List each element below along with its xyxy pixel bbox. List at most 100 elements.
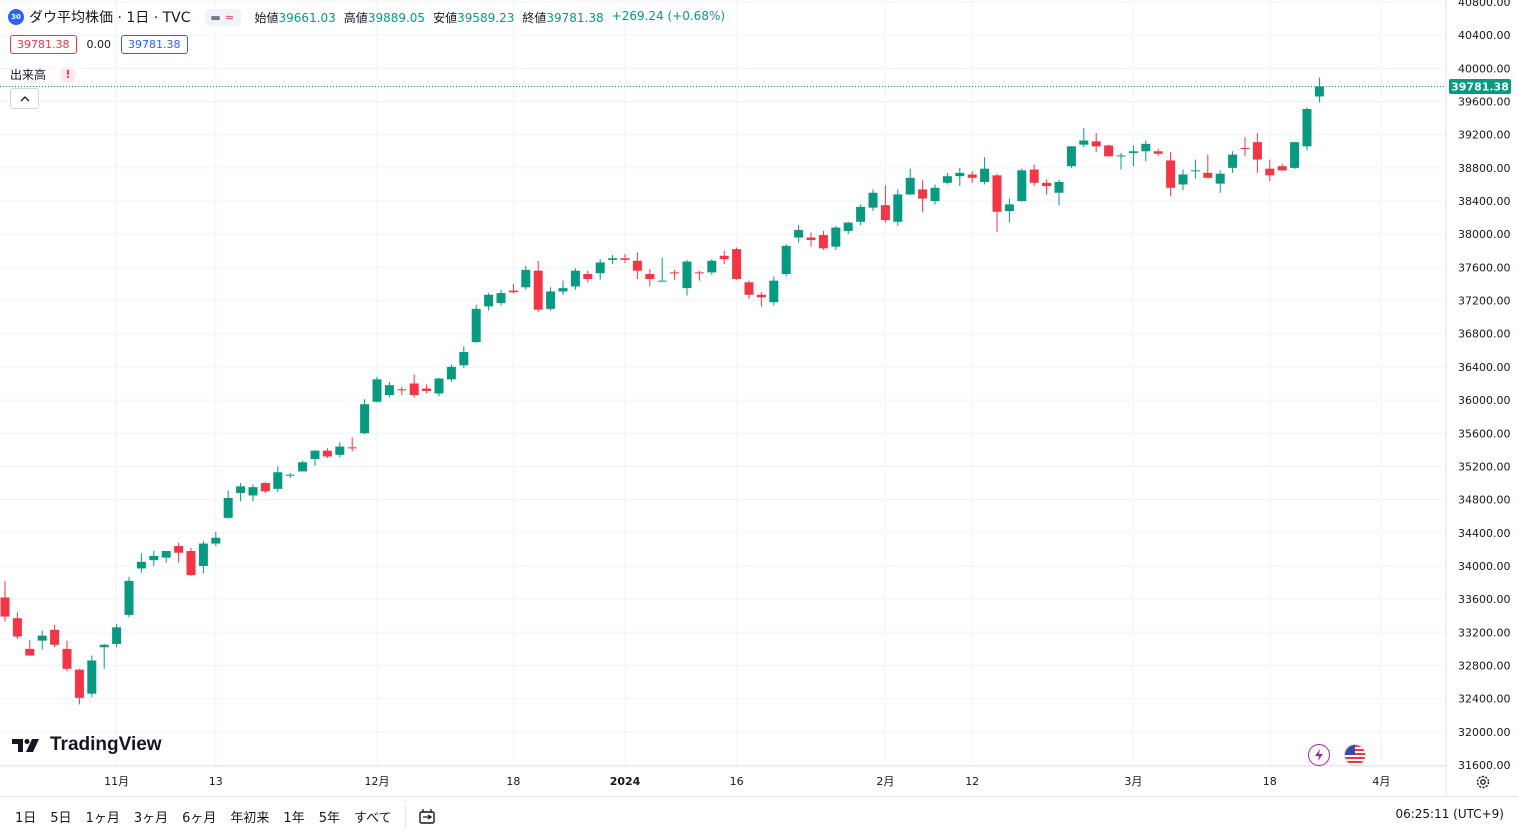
candle	[508, 283, 518, 294]
timeframe-ytd[interactable]: 年初来	[230, 811, 270, 826]
price-tick-label: 33200.00	[1458, 626, 1511, 639]
candle	[434, 377, 444, 396]
candle-body	[856, 206, 866, 222]
symbol-icon[interactable]: 30	[8, 9, 24, 25]
candle-body	[794, 230, 804, 238]
candle	[1252, 133, 1262, 173]
price-tick-label: 38800.00	[1458, 162, 1511, 175]
candle-body	[1252, 142, 1262, 160]
candle	[335, 442, 345, 458]
price-tick-label: 38400.00	[1458, 195, 1511, 208]
candle	[868, 189, 878, 211]
candle-body	[112, 627, 122, 644]
candle-body	[806, 237, 816, 241]
price-tick-label: 32800.00	[1458, 659, 1511, 672]
replay-icon[interactable]	[414, 804, 442, 830]
minus-icon[interactable]: ▬	[210, 10, 221, 24]
candle-body	[422, 388, 432, 391]
candle-body	[384, 385, 394, 396]
symbol-title[interactable]: ダウ平均株価 · 1日 · TVC	[29, 10, 191, 26]
timeframe-6m[interactable]: 6ヶ月	[182, 811, 217, 826]
time-tick-label: 13	[209, 775, 223, 788]
last-price-label: 39781.38	[1451, 80, 1509, 93]
candle-body	[893, 194, 903, 222]
volume-legend: 出来高 !	[10, 66, 77, 83]
chart-canvas[interactable]: 40800.00 40400.00 40000.00 39600.00 39200.00…	[0, 0, 1518, 796]
candle	[124, 576, 134, 618]
sell-button[interactable]: 39781.38	[10, 35, 77, 54]
gear-icon[interactable]	[1474, 773, 1492, 791]
candle	[781, 244, 791, 277]
timeframe-all[interactable]: すべて	[353, 811, 392, 826]
last-price-label-bg	[1449, 78, 1511, 94]
price-tick-label: 32000.00	[1458, 726, 1511, 739]
candle-body	[967, 174, 977, 178]
candle-body	[942, 176, 952, 183]
candle	[719, 250, 729, 265]
candle-body	[1079, 140, 1089, 145]
candle	[521, 265, 531, 290]
candle	[99, 643, 109, 669]
buy-button[interactable]: 39781.38	[121, 35, 188, 54]
candle	[347, 437, 357, 452]
tradingview-logo[interactable]: TradingView	[12, 734, 162, 756]
lightning-icon[interactable]	[1308, 744, 1330, 766]
volume-label[interactable]: 出来高	[10, 68, 47, 82]
price-tick-label: 35600.00	[1458, 427, 1511, 440]
logo-text: TradingView	[50, 734, 162, 755]
candle	[37, 630, 47, 650]
candle-body	[657, 280, 667, 282]
candle	[12, 612, 22, 639]
candle-body	[298, 462, 308, 472]
candle	[595, 259, 605, 280]
candle-body	[1042, 182, 1052, 187]
warning-icon[interactable]: !	[60, 66, 77, 83]
candle	[186, 547, 196, 576]
candle	[260, 482, 270, 493]
clock[interactable]: 06:25:11 (UTC+9)	[1395, 807, 1504, 821]
candle	[880, 185, 890, 223]
collapse-button[interactable]	[10, 88, 39, 109]
timeframe-1d[interactable]: 1日	[15, 811, 37, 826]
candle	[223, 490, 233, 519]
candle-body	[37, 635, 47, 641]
time-axis[interactable]: 11月 13 12月 18 2024 16 2月 12 3月 18 4月	[104, 775, 1390, 788]
candle-body	[521, 269, 531, 288]
candle	[558, 280, 568, 295]
candle	[0, 580, 10, 622]
candle-body	[1017, 170, 1027, 202]
price-tick-label: 36800.00	[1458, 328, 1511, 341]
candle	[360, 399, 370, 435]
candle	[818, 230, 828, 250]
price-tick-label: 34800.00	[1458, 494, 1511, 507]
candle	[856, 204, 866, 226]
timeframe-5d[interactable]: 5日	[50, 811, 72, 826]
timeframe-1y[interactable]: 1年	[283, 811, 305, 826]
open-label: 始値	[254, 10, 279, 25]
candle	[174, 542, 184, 563]
candle	[806, 232, 816, 247]
us-flag-icon[interactable]	[1344, 744, 1366, 766]
candle-body	[1054, 181, 1064, 193]
candle-body	[484, 294, 494, 307]
candle-body	[1141, 143, 1151, 152]
candle	[409, 374, 419, 398]
candle	[608, 254, 618, 265]
timeframe-5y[interactable]: 5年	[318, 811, 340, 826]
candle-body	[25, 648, 35, 656]
candle	[1215, 170, 1225, 193]
candle-body	[459, 351, 469, 366]
time-tick-label: 4月	[1372, 775, 1390, 788]
candle	[918, 180, 928, 212]
candle-body	[930, 187, 940, 202]
candle-body	[843, 222, 853, 231]
timeframe-1m[interactable]: 1ヶ月	[85, 811, 120, 826]
approx-icon[interactable]: ≈	[224, 10, 235, 24]
price-axis[interactable]: 40800.00 40400.00 40000.00 39600.00 39200.00…	[1458, 0, 1511, 772]
open-value: 39661.03	[278, 10, 336, 25]
candle-body	[446, 366, 456, 380]
candle	[930, 184, 940, 205]
candle	[1042, 179, 1052, 195]
candle	[980, 157, 990, 185]
timeframe-3m[interactable]: 3ヶ月	[133, 811, 169, 826]
